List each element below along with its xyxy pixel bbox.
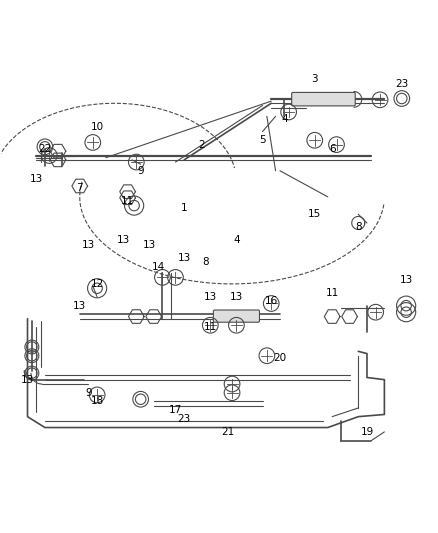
Text: 3: 3 [311,75,318,84]
FancyBboxPatch shape [213,310,259,322]
Text: 9: 9 [85,387,92,398]
Text: 13: 13 [204,292,217,302]
Text: 1: 1 [181,203,187,213]
Text: 16: 16 [265,296,278,306]
Text: 13: 13 [230,292,243,302]
Text: 13: 13 [117,236,130,245]
Text: 5: 5 [259,135,266,146]
Text: 7: 7 [76,183,83,193]
FancyBboxPatch shape [292,92,355,106]
Text: 4: 4 [281,114,288,124]
Text: 15: 15 [308,209,321,219]
Text: 13: 13 [21,375,34,385]
Text: 14: 14 [152,262,165,271]
Text: 22: 22 [38,144,52,154]
Text: 13: 13 [399,274,413,285]
Text: 11: 11 [204,322,217,333]
Text: 13: 13 [73,301,86,311]
Text: 23: 23 [177,414,191,424]
Text: 13: 13 [143,240,156,250]
Text: 9: 9 [138,166,144,176]
Text: 13: 13 [82,240,95,250]
Text: 8: 8 [203,257,209,267]
Text: 20: 20 [273,353,286,363]
Text: 11: 11 [121,196,134,206]
Text: 23: 23 [395,79,408,88]
Text: 13: 13 [177,253,191,263]
Text: 21: 21 [221,427,234,437]
Text: 10: 10 [91,122,104,132]
Text: 8: 8 [355,222,362,232]
Text: 4: 4 [233,236,240,245]
Text: 19: 19 [360,427,374,437]
Text: 13: 13 [30,174,43,184]
Text: 12: 12 [91,279,104,289]
Text: 11: 11 [325,288,339,297]
Text: 17: 17 [169,405,182,415]
Text: 6: 6 [329,144,336,154]
Text: 18: 18 [91,397,104,407]
Text: 2: 2 [198,140,205,150]
